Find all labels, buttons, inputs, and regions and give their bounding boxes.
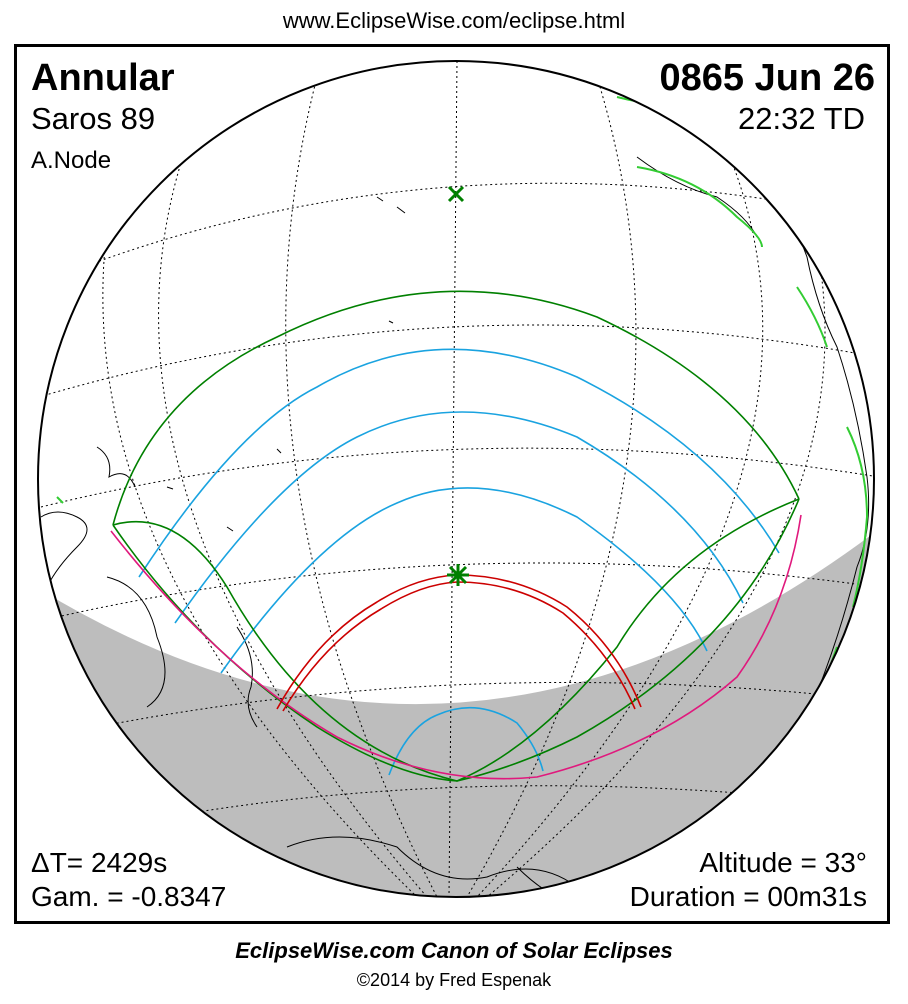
node-label: A.Node: [31, 147, 112, 174]
globe-map: [37, 60, 875, 898]
eclipse-map-frame: Annular Saros 89 A.Node 0865 Jun 26 22:3…: [14, 44, 890, 924]
magnitude-contours: [138, 348, 780, 776]
night-region: [38, 523, 874, 897]
x-mark-icon: [447, 185, 465, 203]
eclipse-time: 22:32 TD: [738, 101, 865, 136]
duration-value: Duration = 00m31s: [629, 881, 867, 912]
page-url: www.EclipseWise.com/eclipse.html: [282, 8, 626, 33]
globe-outline: [37, 60, 875, 898]
rise-set-curve: [110, 514, 802, 780]
penumbral-limits: [112, 290, 800, 782]
graticule: [38, 61, 874, 897]
eclipse-date: 0865 Jun 26: [659, 57, 875, 99]
canon-title: EclipseWise.com Canon of Solar Eclipses: [235, 938, 673, 963]
saros-number: Saros 89: [31, 101, 156, 136]
eclipse-type: Annular: [31, 57, 175, 99]
gamma-value: Gam. = -0.8347: [31, 881, 227, 912]
delta-t: ΔT= 2429s: [31, 847, 168, 878]
altitude-value: Altitude = 33°: [699, 847, 867, 878]
star-icon: [447, 564, 469, 586]
copyright: ©2014 by Fred Espenak: [356, 970, 552, 990]
